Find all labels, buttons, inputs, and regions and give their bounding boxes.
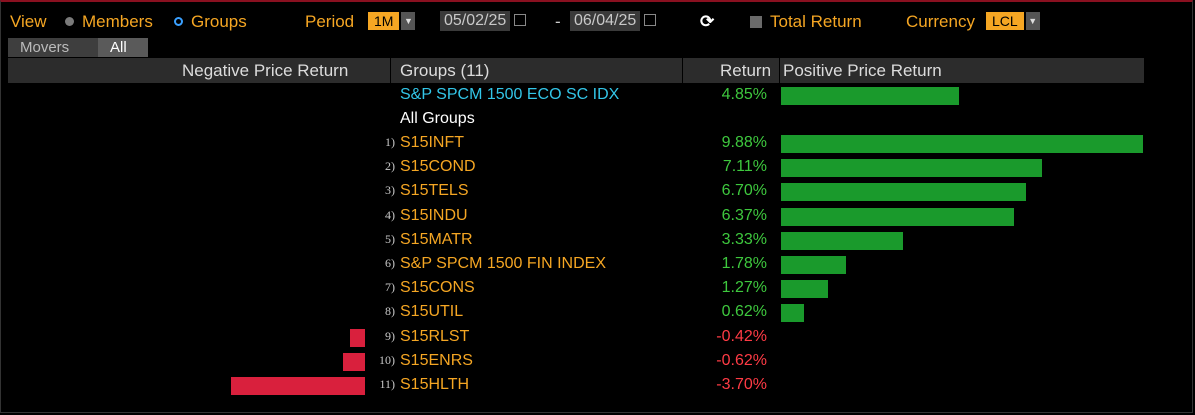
group-name[interactable]: S15COND <box>400 158 476 176</box>
period-value: 1M <box>368 11 400 30</box>
table-row[interactable]: 1) S15INFT 9.88% <box>0 132 1195 156</box>
row-number: 7) <box>385 280 395 295</box>
group-name[interactable]: S15RLST <box>400 327 470 345</box>
group-name[interactable]: S15MATR <box>400 230 473 248</box>
radio-unselected-icon <box>65 17 74 27</box>
all-groups-label: All Groups <box>400 110 475 127</box>
row-number: 3) <box>385 183 395 198</box>
index-name[interactable]: S&P SPCM 1500 ECO SC IDX <box>400 86 620 103</box>
positive-return-bar <box>781 159 1042 178</box>
tab-all[interactable]: All <box>98 38 148 57</box>
positive-return-bar <box>781 280 828 299</box>
header-divider <box>682 58 683 83</box>
row-number: 6) <box>385 256 395 270</box>
row-number: 9) <box>385 328 395 343</box>
group-name[interactable]: S15HLTH <box>400 376 470 393</box>
table-row[interactable]: 9) S15RLST -0.42% <box>0 326 1195 350</box>
end-date-field[interactable]: 06/04/25 <box>570 10 657 31</box>
return-value: -0.42% <box>716 327 767 345</box>
row-number: 11) <box>379 377 395 391</box>
return-value: 0.62% <box>721 303 767 321</box>
end-date-value: 06/04/25 <box>570 10 641 31</box>
group-name[interactable]: S15INDU <box>400 206 468 224</box>
index-return: 4.85% <box>721 86 767 103</box>
currency-select[interactable]: LCL ▼ <box>986 10 1040 30</box>
row-number: 2) <box>385 159 395 174</box>
return-value: -0.62% <box>716 351 767 369</box>
row-number: 8) <box>385 304 395 319</box>
group-name[interactable]: S15CONS <box>400 279 475 297</box>
index-row[interactable]: S&P SPCM 1500 ECO SC IDX 4.85% <box>0 84 1195 108</box>
positive-return-bar <box>781 87 959 105</box>
group-name[interactable]: S15UTIL <box>400 303 464 321</box>
period-label: Period <box>305 12 355 31</box>
start-date-field[interactable]: 05/02/25 <box>440 10 527 31</box>
table-row[interactable]: 2) S15COND 7.11% <box>0 156 1195 180</box>
groups-label: Groups <box>191 12 247 31</box>
return-value: 3.33% <box>721 230 767 248</box>
header-negative-price-return[interactable]: Negative Price Return <box>182 61 349 80</box>
header-groups[interactable]: Groups (11) <box>400 61 490 80</box>
tab-movers[interactable]: Movers <box>8 38 98 57</box>
table-row[interactable]: 7) S15CONS 1.27% <box>0 277 1195 301</box>
checkbox-icon <box>750 15 762 28</box>
currency-value: LCL <box>986 11 1024 30</box>
table-header: Negative Price Return Groups (11) Return… <box>8 58 1144 83</box>
header-positive-price-return[interactable]: Positive Price Return <box>783 61 942 80</box>
members-radio[interactable]: Members <box>65 12 153 32</box>
table-row[interactable]: 5) S15MATR 3.33% <box>0 229 1195 253</box>
calendar-icon[interactable] <box>644 13 657 26</box>
start-date-value: 05/02/25 <box>440 10 511 31</box>
return-value: 9.88% <box>721 134 767 151</box>
negative-return-bar <box>231 377 365 395</box>
group-name[interactable]: S15ENRS <box>400 351 473 369</box>
negative-return-bar <box>343 352 365 371</box>
return-value: 6.37% <box>721 206 767 224</box>
table-row[interactable]: 3) S15TELS 6.70% <box>0 180 1195 204</box>
calendar-icon[interactable] <box>514 13 527 26</box>
negative-return-bar <box>350 328 365 347</box>
total-return-checkbox[interactable]: Total Return <box>750 12 862 32</box>
return-value: 1.27% <box>721 279 767 297</box>
date-separator: - <box>555 12 561 31</box>
table-row[interactable]: 11) S15HLTH -3.70% <box>0 374 1195 398</box>
group-name[interactable]: S15TELS <box>400 182 469 200</box>
currency-label: Currency <box>906 12 975 31</box>
groups-radio[interactable]: Groups <box>174 12 247 32</box>
chevron-down-icon[interactable]: ▼ <box>401 11 416 30</box>
positive-return-bar <box>781 304 804 323</box>
toolbar: View Members Groups Period 1M ▼ 05/02/25 … <box>10 10 1180 34</box>
header-divider <box>779 58 780 83</box>
positive-return-bar <box>781 207 1014 226</box>
table-row[interactable]: 8) S15UTIL 0.62% <box>0 301 1195 325</box>
total-return-label: Total Return <box>770 12 862 31</box>
header-return[interactable]: Return <box>720 61 772 80</box>
header-divider <box>390 58 391 83</box>
row-number: 4) <box>385 207 395 222</box>
refresh-icon[interactable]: ⟳ <box>700 12 715 31</box>
positive-return-bar <box>781 256 846 274</box>
chevron-down-icon[interactable]: ▼ <box>1025 11 1040 30</box>
return-value: -3.70% <box>716 376 767 393</box>
positive-return-bar <box>781 183 1026 202</box>
row-number: 5) <box>385 231 395 246</box>
table-row[interactable]: 4) S15INDU 6.37% <box>0 205 1195 229</box>
positive-return-bar <box>781 231 903 250</box>
return-value: 1.78% <box>721 255 767 272</box>
return-value: 6.70% <box>721 182 767 200</box>
positive-return-bar <box>781 135 1143 153</box>
view-label: View <box>10 12 47 31</box>
row-number: 1) <box>385 135 395 149</box>
members-label: Members <box>82 12 153 31</box>
table-row[interactable]: 6) S&P SPCM 1500 FIN INDEX 1.78% <box>0 253 1195 277</box>
radio-selected-icon <box>174 17 183 27</box>
table-row[interactable]: 10) S15ENRS -0.62% <box>0 350 1195 374</box>
all-groups-row: All Groups <box>0 108 1195 132</box>
period-select[interactable]: 1M ▼ <box>368 10 416 30</box>
group-name[interactable]: S&P SPCM 1500 FIN INDEX <box>400 255 606 272</box>
return-value: 7.11% <box>722 158 767 176</box>
group-name[interactable]: S15INFT <box>400 134 465 151</box>
row-number: 10) <box>379 352 395 367</box>
